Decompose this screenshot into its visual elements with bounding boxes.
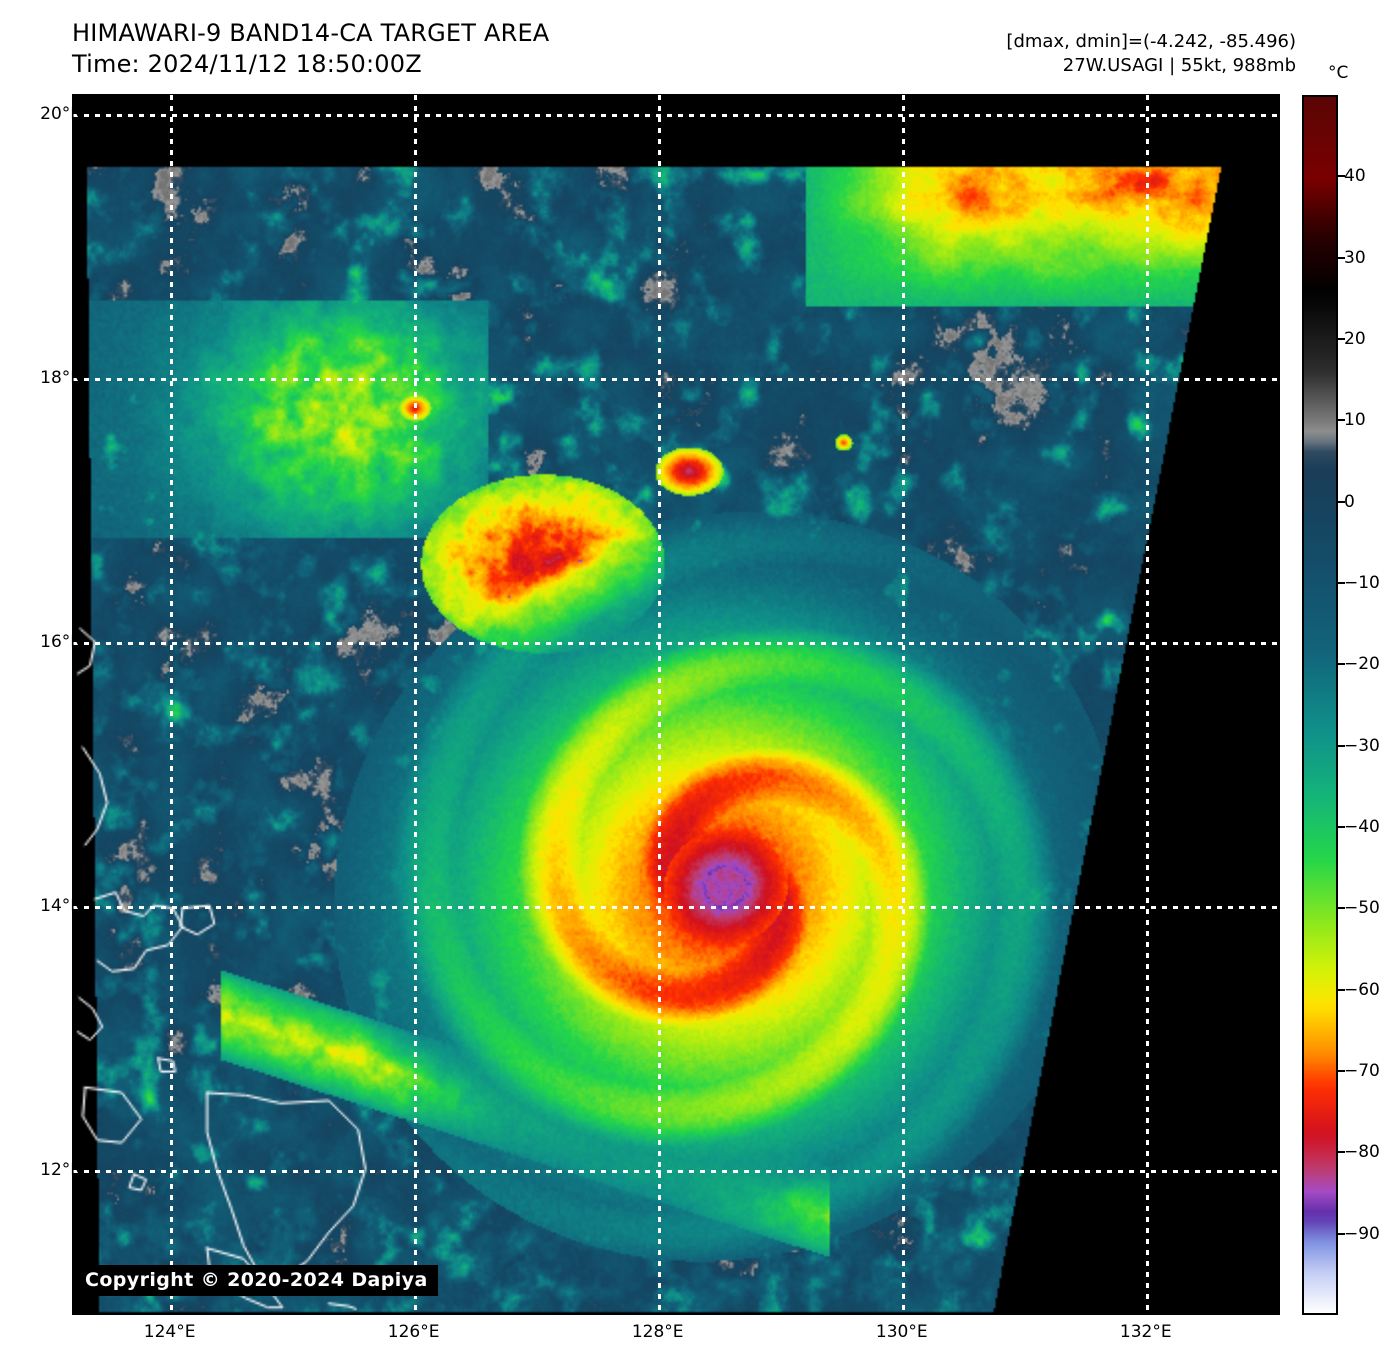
satellite-imagery-canvas (73, 95, 1279, 1314)
colorbar-tick-10: 10 (1344, 410, 1366, 431)
x-tick-126°E: 126°E (387, 1322, 440, 1342)
colorbar-tick--80: −80 (1344, 1142, 1380, 1163)
colorbar-tick--90: −90 (1344, 1223, 1380, 1244)
colorbar-tickmark-0 (1338, 500, 1345, 503)
timestamp-label: Time: 2024/11/12 18:50:00Z (72, 50, 422, 78)
colorbar-tickmark-30 (1338, 256, 1345, 259)
colorbar-tick-30: 30 (1344, 247, 1366, 268)
storm-info-label: 27W.USAGI | 55kt, 988mb (1062, 55, 1296, 76)
colorbar-tickmark-40 (1338, 175, 1345, 178)
header-meta-block: [dmax, dmin]=(-4.242, -85.496) 27W.USAGI… (1006, 30, 1296, 78)
colorbar-tick-40: 40 (1344, 166, 1366, 187)
colorbar-tick--60: −60 (1344, 979, 1380, 1000)
page-title: HIMAWARI-9 BAND14-CA TARGET AREA (72, 19, 550, 47)
colorbar-tick--20: −20 (1344, 654, 1380, 675)
x-tick-124°E: 124°E (143, 1322, 196, 1342)
colorbar-tickmark--80 (1338, 1151, 1345, 1154)
colorbar-tickmark--70 (1338, 1070, 1345, 1072)
temperature-colorbar (1302, 95, 1338, 1315)
y-tick-14°N: 14°N (40, 895, 83, 916)
colorbar-tick-0: 0 (1344, 491, 1355, 512)
y-tick-20°N: 20°N (40, 103, 83, 124)
y-tick-16°N: 16°N (40, 631, 83, 652)
colorbar-tickmark-20 (1338, 338, 1345, 340)
colorbar-unit-label: °C (1328, 63, 1349, 83)
satellite-image-plot: Copyright © 2020-2024 Dapiya (72, 94, 1280, 1315)
colorbar-tickmark--10 (1338, 582, 1345, 584)
x-tick-128°E: 128°E (631, 1322, 684, 1342)
x-tick-132°E: 132°E (1119, 1322, 1172, 1342)
colorbar-tickmark--20 (1338, 663, 1345, 666)
y-tick-12°N: 12°N (40, 1159, 83, 1180)
header-title-block: HIMAWARI-9 BAND14-CA TARGET AREA Time: 2… (72, 18, 549, 80)
satellite-imagery-canvas-wrap (73, 95, 1279, 1314)
colorbar-tickmark--50 (1338, 907, 1345, 910)
colorbar-tick--10: −10 (1344, 573, 1380, 593)
colorbar-tickmark--90 (1338, 1232, 1345, 1235)
colorbar-gradient (1304, 97, 1336, 1313)
data-minmax-label: [dmax, dmin]=(-4.242, -85.496) (1006, 31, 1296, 52)
y-tick-18°N: 18°N (40, 367, 83, 388)
colorbar-tick-20: 20 (1344, 329, 1366, 349)
colorbar-tickmark--30 (1338, 744, 1345, 747)
colorbar-tickmark-10 (1338, 419, 1345, 422)
colorbar-tick--40: −40 (1344, 817, 1380, 837)
copyright-watermark: Copyright © 2020-2024 Dapiya (75, 1265, 438, 1296)
colorbar-tickmark--40 (1338, 826, 1345, 828)
colorbar-tick--70: −70 (1344, 1061, 1380, 1081)
colorbar-tick--30: −30 (1344, 735, 1380, 756)
colorbar-tick--50: −50 (1344, 898, 1380, 919)
x-tick-130°E: 130°E (875, 1322, 928, 1342)
colorbar-tickmark--60 (1338, 988, 1345, 991)
